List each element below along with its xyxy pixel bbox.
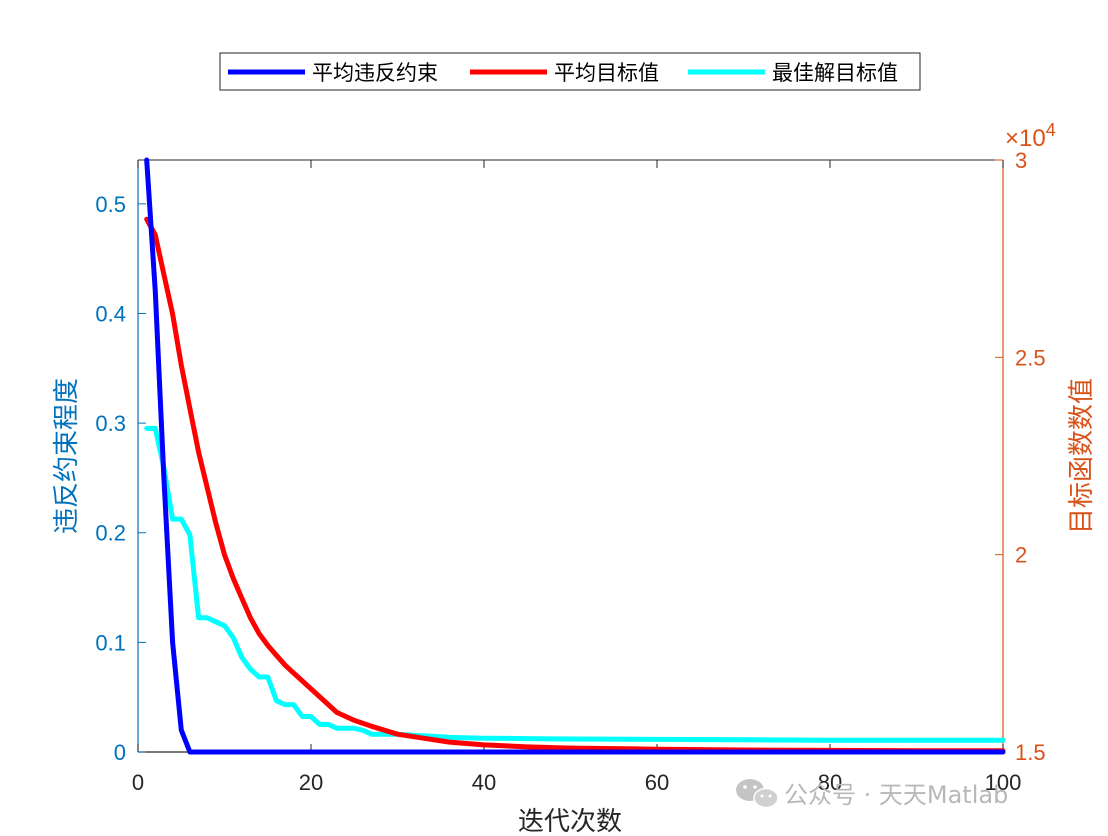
x-tick-label-1: 20 (299, 770, 323, 795)
series-avg-violation (144, 157, 1006, 755)
axes (137, 159, 1004, 753)
y-left-tick-label-0: 0 (114, 740, 126, 765)
y-left-tick-label-2: 0.2 (95, 521, 126, 546)
y-left-tick-label-1: 0.1 (95, 630, 126, 655)
legend-label-best-objective: 最佳解目标值 (772, 61, 898, 85)
x-axis-title: 迭代次数 (518, 807, 622, 836)
legend-box (219, 52, 921, 91)
legend: 平均违反约束 平均目标值 最佳解目标值 (219, 52, 921, 91)
series-best-objective (144, 425, 1006, 743)
legend-label-avg-objective: 平均目标值 (554, 61, 659, 85)
series-avg-objective (144, 216, 1006, 754)
x-tick-label-5: 100 (985, 770, 1022, 795)
y-right-tick-label-3: 3 (1015, 148, 1027, 173)
watermark: 公众号 · 天天Matlab (736, 779, 1008, 809)
y-right-tick-label-1: 2 (1015, 543, 1027, 568)
wechat-icon (736, 779, 779, 809)
y-left-tick-label-4: 0.4 (95, 301, 126, 326)
x-tick-label-2: 40 (472, 770, 496, 795)
y-right-tick-label-0: 1.5 (1015, 740, 1046, 765)
y-left-tick-label-3: 0.3 (95, 411, 126, 436)
x-tick-label-4: 80 (818, 770, 842, 795)
x-tick-label-3: 60 (645, 770, 669, 795)
x-tick-label-0: 0 (132, 770, 144, 795)
series-lines (144, 157, 1006, 755)
legend-label-avg-violation: 平均违反约束 (312, 61, 438, 85)
y-right-tick-label-2: 2.5 (1015, 345, 1046, 370)
right-axis-exponent-base: ×10 (1005, 125, 1046, 152)
ticks: 0 20 40 60 80 100 0 0.1 0.2 0.3 0.4 0.5 1.5 2 2.5 3 (95, 148, 1045, 795)
y-left-tick-label-5: 0.5 (95, 192, 126, 217)
watermark-text: 公众号 · 天天Matlab (784, 781, 1008, 809)
y-axis-left-title: 违反约束程度 (52, 378, 82, 534)
y-axis-right-title: 目标函数数值 (1067, 378, 1097, 534)
right-axis-exponent-power: 4 (1046, 120, 1056, 140)
right-axis-exponent: ×104 (1005, 120, 1056, 152)
